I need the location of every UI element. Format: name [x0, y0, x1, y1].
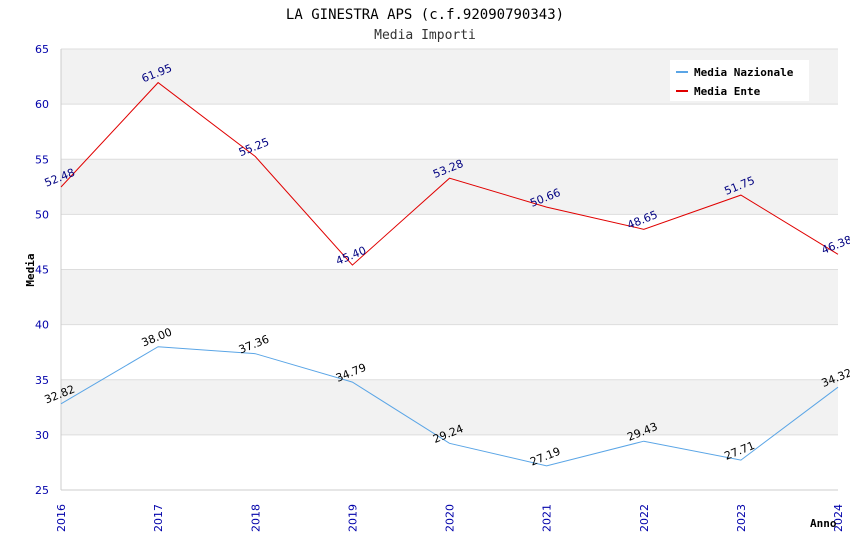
x-tick-label: 2016	[55, 504, 68, 532]
grid-band	[61, 159, 838, 215]
legend-label: Media Ente	[694, 85, 761, 98]
x-tick-label: 2018	[249, 504, 262, 532]
x-tick-label: 2024	[832, 504, 845, 532]
y-tick-label: 55	[35, 153, 49, 166]
chart-title: LA GINESTRA APS (c.f.92090790343)	[286, 7, 564, 23]
x-tick-label: 2017	[152, 504, 165, 532]
y-tick-label: 35	[35, 374, 49, 387]
y-tick-label: 50	[35, 208, 49, 221]
x-tick-label: 2022	[638, 504, 651, 532]
y-tick-label: 30	[35, 429, 49, 442]
y-axis-label: Media	[24, 253, 37, 286]
x-tick-label: 2023	[735, 504, 748, 532]
y-tick-label: 60	[35, 98, 49, 111]
series-line-1	[60, 81, 839, 266]
grid-band	[61, 434, 838, 490]
grid-band	[61, 269, 838, 325]
y-tick-label: 25	[35, 484, 49, 497]
legend-label: Media Nazionale	[694, 66, 794, 79]
grid-band	[61, 379, 838, 435]
legend: Media Nazionale Media Ente	[670, 60, 809, 101]
y-tick-label: 45	[35, 264, 49, 277]
y-tick-label: 65	[35, 43, 49, 56]
x-tick-label: 2021	[541, 504, 554, 532]
y-tick-label: 40	[35, 319, 49, 332]
x-tick-label: 2019	[346, 504, 359, 532]
grid-band	[61, 214, 838, 270]
grid-band	[61, 104, 838, 160]
x-axis-label: Anno	[810, 517, 837, 530]
legend-box	[670, 60, 809, 101]
x-tick-label: 2020	[444, 504, 457, 532]
chart-subtitle: Media Importi	[374, 28, 476, 43]
series-line-0	[60, 346, 839, 467]
plot-area: 25 30 35 40 45 50 55 60 65 2016 2017 2018 2019 2020 20…	[35, 43, 850, 532]
grid-band	[61, 324, 838, 380]
